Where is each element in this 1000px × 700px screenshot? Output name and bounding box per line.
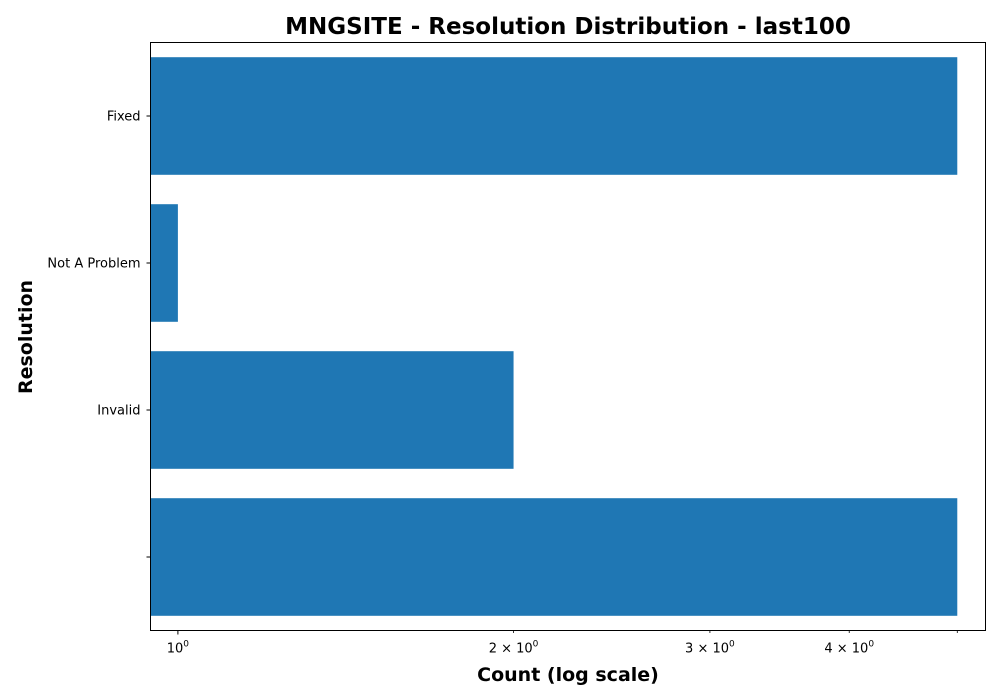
plot-area-frame — [150, 42, 986, 631]
bar-invalid — [150, 351, 514, 469]
bar-fixed — [150, 57, 958, 175]
chart-title: MNGSITE - Resolution Distribution - last… — [285, 14, 851, 40]
x-minor-tick-label: 4 × 100 — [824, 640, 874, 657]
y-ticks-group: Invalid Not A Problem Fixed — [47, 110, 151, 558]
bar-not-a-problem — [150, 204, 178, 322]
x-ticks-group: 100 2 × 100 3 × 100 4 × 100 — [167, 630, 958, 657]
x-minor-tick-label: 3 × 100 — [685, 640, 735, 657]
y-tick-label: Invalid — [97, 404, 140, 419]
x-axis-label: Count (log scale) — [477, 664, 659, 686]
bars-group — [150, 57, 958, 616]
bar-blank — [150, 498, 958, 616]
y-tick-label: Not A Problem — [47, 257, 140, 272]
y-axis-label: Resolution — [15, 280, 37, 394]
x-major-tick-label: 100 — [167, 640, 190, 657]
y-tick-label: Fixed — [107, 110, 141, 125]
x-minor-tick-label: 2 × 100 — [489, 640, 539, 657]
